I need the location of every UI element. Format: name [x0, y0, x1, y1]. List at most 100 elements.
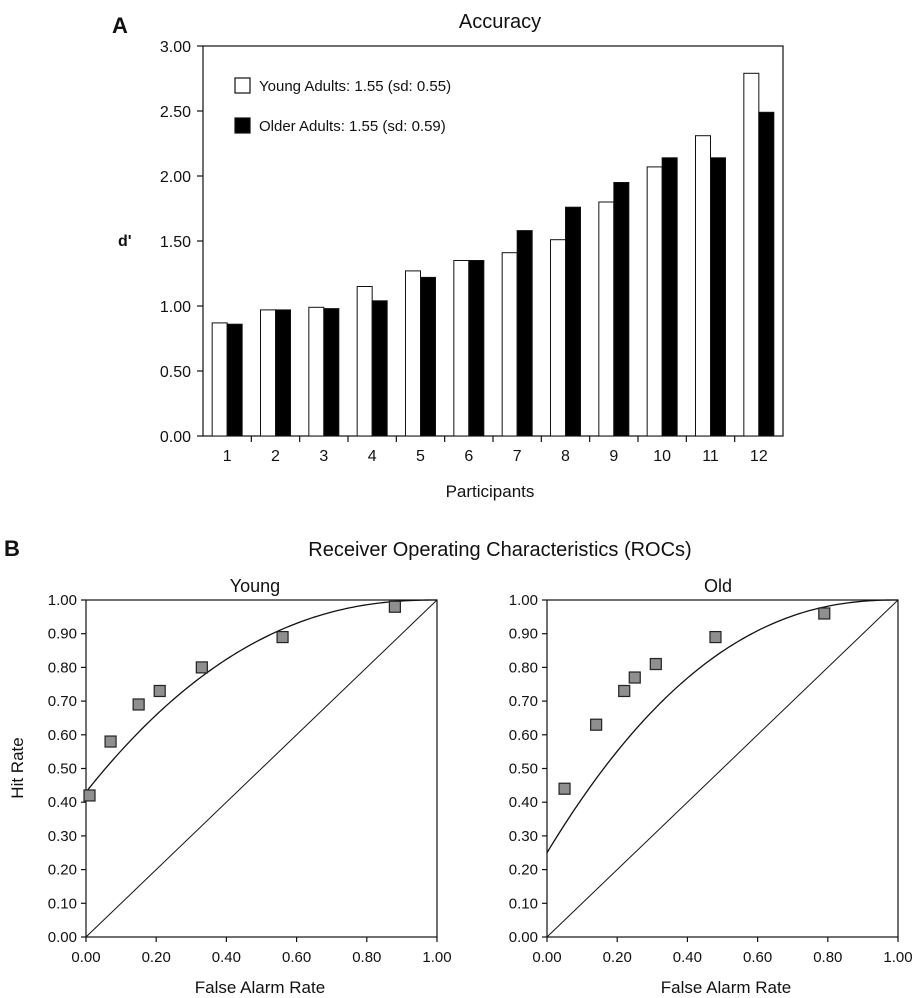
legend-label-older: Older Adults: 1.55 (sd: 0.59) [259, 118, 446, 135]
x-tick-label: 5 [416, 448, 425, 465]
roc-old-chart: Old False Alarm Rate 0.00 0.10 0.20 0.30 0.4… [509, 576, 913, 997]
y-tick-label: 0.20 [509, 862, 538, 879]
y-tick-label: 1.00 [160, 299, 191, 316]
bar-young [501, 252, 518, 437]
roc-data-point [388, 600, 401, 613]
y-tick-label: 0.50 [509, 761, 538, 778]
chart-a-xlabel: Participants [446, 482, 535, 501]
chart-b1-ylabel: Hit Rate [8, 737, 27, 798]
x-tick-label: 0.80 [352, 949, 381, 966]
y-tick-label: 0.00 [509, 929, 538, 946]
bar-older [323, 308, 340, 437]
y-tick-label: 0.40 [509, 794, 538, 811]
panel-a-letter: A [112, 13, 128, 38]
y-tick-label: 2.00 [160, 169, 191, 186]
y-tick-label: 0.30 [48, 828, 77, 845]
bar-older [468, 260, 485, 437]
x-tick-label: 6 [464, 448, 473, 465]
roc-data-point [276, 630, 289, 644]
x-tick-label: 0.60 [282, 949, 311, 966]
panel-b-letter: B [4, 536, 20, 561]
y-tick-label: 0.00 [48, 929, 77, 946]
chance-diagonal [546, 599, 899, 938]
y-tick-label: 0.20 [48, 862, 77, 879]
bar-young [356, 286, 373, 437]
x-tick-label: 0.20 [603, 949, 632, 966]
bar-older [710, 157, 726, 437]
x-tick-label: 1.00 [883, 949, 912, 966]
chart-a-ylabel: d' [118, 233, 132, 250]
roc-data-point [818, 607, 831, 620]
x-tick-label: 4 [368, 448, 377, 465]
bar-older [275, 309, 291, 437]
x-tick-label: 0.20 [142, 949, 171, 966]
y-tick-label: 0.40 [48, 794, 77, 811]
roc-data-point [104, 735, 117, 748]
x-tick-label: 9 [609, 448, 618, 465]
roc-data-point [558, 782, 571, 795]
y-tick-label: 1.00 [48, 592, 77, 609]
legend-swatch-older [234, 117, 251, 134]
roc-data-point [132, 698, 145, 711]
bar-older [420, 276, 436, 437]
y-tick-label: 1.00 [509, 592, 538, 609]
roc-data-point [195, 661, 208, 674]
bar-older [565, 206, 581, 437]
x-tick-label: 12 [750, 448, 768, 465]
y-tick-label: 0.70 [509, 693, 538, 710]
x-tick-label: 0.80 [813, 949, 842, 966]
legend-swatch-young [234, 77, 251, 94]
y-tick-label: 0.90 [509, 626, 538, 643]
y-tick-label: 0.60 [509, 727, 538, 744]
bar-young [308, 306, 325, 437]
x-tick-label: 11 [702, 448, 719, 465]
chart-b2-title: Old [704, 576, 732, 596]
y-tick-label: 0.80 [48, 659, 77, 676]
bar-young [453, 260, 470, 437]
bar-young [646, 166, 663, 437]
bar-young [550, 239, 566, 437]
chance-diagonal [85, 599, 438, 938]
bar-young [211, 322, 228, 437]
bar-young [598, 201, 615, 437]
accuracy-bar-chart: Accuracy d' Participants 0.00 0.50 1.00 1.5… [118, 11, 784, 501]
y-tick-label: 0.10 [48, 895, 77, 912]
chart-a-title: Accuracy [459, 11, 541, 33]
y-tick-label: 0.90 [48, 626, 77, 643]
bar-young [405, 270, 421, 437]
bar-older [226, 323, 243, 437]
roc-fit-curve [85, 599, 437, 793]
roc-data-point [649, 657, 662, 671]
y-tick-label: 0.50 [48, 761, 77, 778]
y-tick-label: 0.00 [160, 429, 191, 446]
chart-b1-xlabel: False Alarm Rate [195, 978, 325, 997]
bar-older [516, 230, 533, 437]
x-tick-label: 0.40 [673, 949, 702, 966]
x-tick-label: 1 [223, 448, 232, 465]
x-tick-label: 10 [653, 448, 671, 465]
x-tick-label: 8 [561, 448, 570, 465]
roc-data-point [618, 684, 631, 698]
bar-older [758, 111, 775, 437]
roc-young-chart: Young False Alarm Rate Hit Rate 0.00 0.10… [8, 576, 452, 997]
y-tick-label: 0.70 [48, 693, 77, 710]
bar-older [613, 182, 630, 437]
bar-older [661, 157, 678, 437]
x-tick-label: 0.40 [212, 949, 241, 966]
x-tick-label: 0.00 [71, 949, 100, 966]
roc-data-point [709, 630, 722, 644]
x-tick-label: 0.60 [743, 949, 772, 966]
x-tick-label: 7 [513, 448, 522, 465]
y-tick-label: 0.80 [509, 659, 538, 676]
panel-b-title: Receiver Operating Characteristics (ROCs… [308, 539, 691, 561]
bar-young [260, 309, 276, 437]
y-tick-label: 0.10 [509, 895, 538, 912]
bar-older [371, 300, 388, 437]
y-tick-label: 0.30 [509, 828, 538, 845]
y-tick-label: 3.00 [160, 39, 191, 56]
y-tick-label: 0.60 [48, 727, 77, 744]
x-tick-label: 3 [319, 448, 328, 465]
chart-b1-title: Young [230, 576, 280, 596]
chart-b2-xlabel: False Alarm Rate [661, 978, 791, 997]
y-tick-label: 2.50 [160, 104, 191, 121]
